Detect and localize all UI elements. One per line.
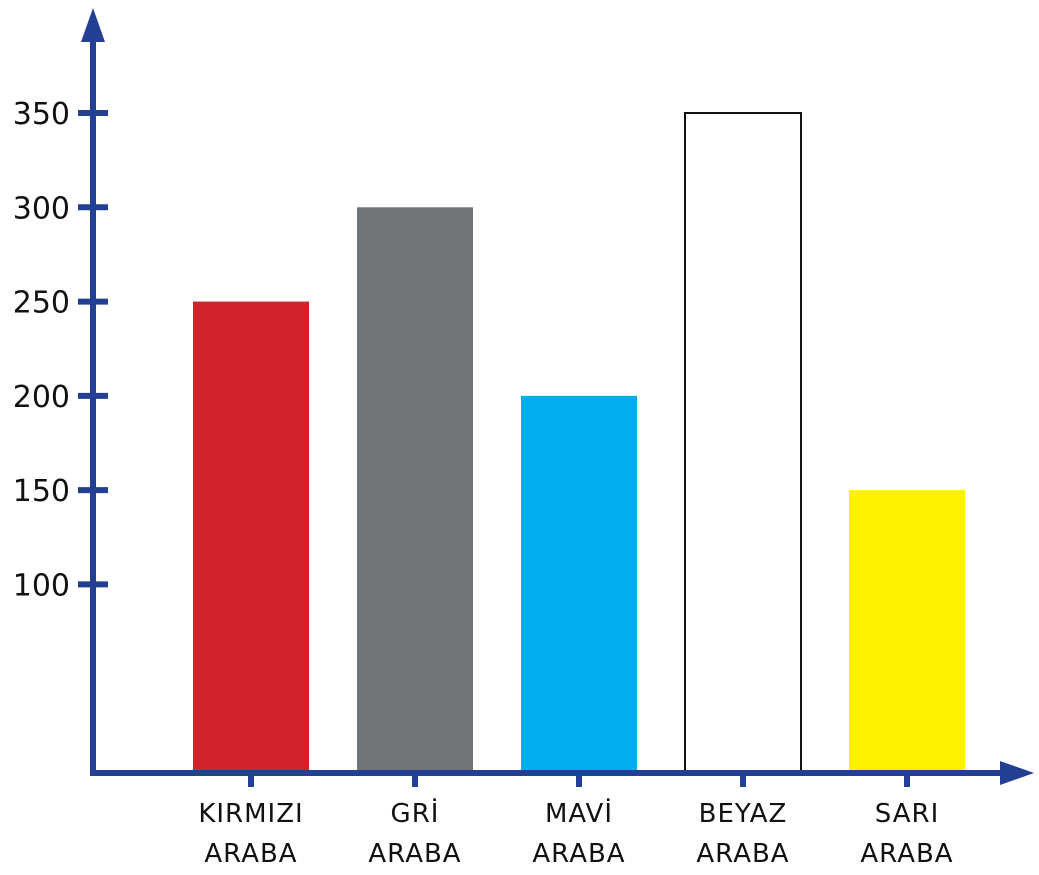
y-tick-label: 350: [13, 97, 70, 132]
x-ticks-group: KIRMIZI ARABA GRİ ARABA MAVİ ARABA BEYAZ ARABA S…: [198, 773, 953, 869]
y-ticks-group: 100 150 200 250 300 350: [13, 97, 108, 603]
y-axis-arrow-icon: [81, 8, 105, 42]
x-category-label: SARI: [875, 799, 940, 829]
bar: [521, 395, 637, 773]
x-category-label: ARABA: [532, 839, 625, 869]
bar: [193, 301, 309, 773]
x-category-label: ARABA: [860, 839, 953, 869]
x-category-label: MAVİ: [545, 797, 613, 829]
x-category-label: ARABA: [204, 839, 297, 869]
bar: [357, 207, 473, 774]
y-tick-label: 250: [13, 286, 70, 321]
x-category-label: ARABA: [696, 839, 789, 869]
y-tick-label: 300: [13, 191, 70, 226]
bars-group: [193, 112, 965, 774]
x-axis-arrow-icon: [1000, 761, 1034, 785]
axes-group: [81, 8, 1034, 785]
x-category-label: ARABA: [368, 839, 461, 869]
bar: [684, 112, 802, 774]
y-tick-label: 200: [13, 380, 70, 415]
bar: [849, 490, 965, 773]
x-category-label: GRİ: [391, 797, 440, 829]
y-tick-label: 150: [13, 474, 70, 509]
y-tick-label: 100: [13, 568, 70, 603]
x-category-label: KIRMIZI: [198, 799, 303, 829]
x-category-label: BEYAZ: [699, 799, 788, 829]
